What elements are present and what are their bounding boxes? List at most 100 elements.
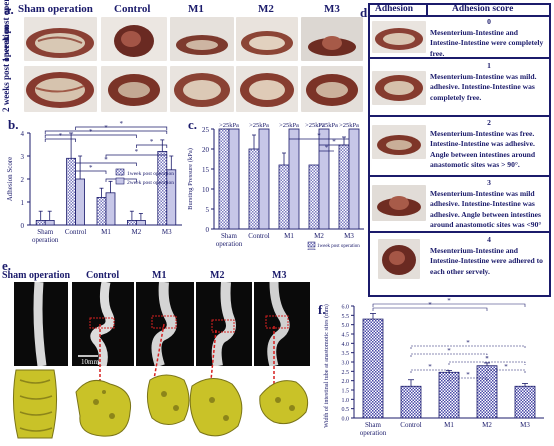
pb-sig-mark: * — [59, 132, 63, 140]
pf-ytick-label: 2.5 — [342, 370, 350, 376]
panel-a-col-control: Control — [114, 3, 151, 15]
pb-legend-label: 1week post operation — [127, 171, 174, 177]
pb-ytick-label: 4 — [21, 130, 25, 138]
table-photo-3 — [372, 185, 426, 221]
pf-ytick-label: 3.5 — [342, 351, 350, 357]
pc-bar-annotation: >25kPa — [305, 122, 325, 129]
pb-sig-mark: * — [104, 124, 108, 132]
xray-sham — [14, 282, 68, 366]
panel-a-col-sham: Sham operation — [18, 3, 93, 15]
pc-ytick-label: 15 — [202, 166, 210, 174]
table-photo-2 — [372, 125, 426, 159]
pc-y-label: Bursting Pressure (kPa) — [187, 148, 194, 210]
panel-c-chart: 0 5 10 15 20 25 Bursting Pressure (kPa) Shamope… — [187, 122, 364, 250]
pb-xtick-label: M3 — [162, 228, 172, 236]
photo-control-1week — [101, 17, 167, 61]
panel-a-col-m2: M2 — [258, 3, 274, 15]
pc-legend-swatch — [307, 241, 316, 248]
table-score-1: 1 — [487, 61, 491, 70]
pf-sig-mark: * — [447, 297, 451, 305]
pc-bar — [288, 128, 300, 230]
pb-sig-mark: * — [135, 148, 139, 156]
pc-ytick-label: 10 — [202, 186, 210, 194]
pf-sig-mark: * — [466, 371, 470, 379]
pc-bar — [338, 144, 350, 230]
pb-sig-mark: * — [119, 172, 123, 180]
pc-bar — [248, 148, 260, 230]
photo-sham-1week — [24, 17, 97, 61]
photo-sham-2weeks — [24, 66, 97, 112]
pb-legend-swatch — [115, 168, 125, 176]
pb-bar — [157, 151, 168, 226]
pb-bar — [66, 157, 76, 226]
pf-ytick-label: 0.0 — [342, 417, 350, 423]
panel-f-chart: 0.0 0.5 1.0 1.5 2.0 2.5 3.0 3.5 4.0 4.5 5.0 5.5 6.0 W… — [323, 297, 544, 437]
pc-sig-mark: * — [317, 132, 321, 140]
table-rows: 0 Mesenterium-Intestine and Intestine-In… — [368, 17, 551, 297]
pc-ytick-label: 20 — [202, 146, 210, 154]
pf-sig-mark: * — [447, 347, 451, 355]
pf-xtick-label: M1 — [444, 421, 454, 429]
pc-bar-annotation: >25kPa — [249, 122, 269, 129]
pc-bar — [278, 164, 290, 230]
table-row-1: 1 Mesenterium-Intestine was mild. adhesi… — [430, 61, 548, 103]
xray-m1 — [136, 282, 194, 366]
pf-xtick-label: M3 — [520, 421, 530, 429]
pf-bar — [514, 385, 536, 419]
panel-e-col-m1: M1 — [152, 270, 167, 281]
pf-ytick-label: 4.5 — [342, 333, 350, 339]
pb-sig-bracket — [75, 162, 137, 166]
xray-m3 — [254, 282, 310, 366]
pb-bar — [75, 178, 85, 226]
pb-ytick-label: 1 — [21, 199, 25, 207]
pf-ytick-label: 6.0 — [342, 305, 350, 311]
table-score-3: 3 — [487, 178, 491, 187]
pf-ytick-label: 1.0 — [342, 398, 350, 404]
pf-xtick-label: Control — [400, 421, 421, 429]
table-text-4: Mesenterium-Intestine and Intestine-Inte… — [430, 245, 543, 276]
table-header-row — [368, 3, 551, 17]
panel-e-letter: e. — [2, 258, 12, 273]
pc-bar-annotation: >25kPa — [219, 122, 239, 129]
photo-m3-2weeks — [301, 66, 363, 112]
pb-sig-bracket — [75, 126, 168, 130]
pf-sig-bracket — [410, 369, 450, 373]
table-score-4: 4 — [487, 235, 491, 244]
pb-sig-mark: * — [104, 156, 108, 164]
photo-m1-1week — [170, 17, 234, 61]
panel-a-col-m1: M1 — [188, 3, 204, 15]
pb-sig-mark: * — [150, 138, 154, 146]
pb-sig-bracket — [44, 138, 76, 142]
pc-xtick-label: M2 — [314, 232, 324, 240]
pb-ytick-label: 0 — [21, 222, 25, 230]
pc-bar — [218, 128, 230, 230]
pb-bar — [166, 169, 177, 226]
pc-bar — [318, 128, 330, 230]
pb-bar — [127, 220, 137, 226]
panel-a-col-m3: M3 — [324, 3, 340, 15]
pc-ytick-label: 0 — [206, 226, 210, 234]
photo-control-2weeks — [101, 66, 167, 112]
pc-sig-mark: * — [332, 138, 336, 146]
panel-f-letter: f. — [318, 302, 326, 317]
pf-sig-bracket — [448, 361, 526, 365]
pc-legend-label: 1week post operation — [317, 244, 360, 249]
pf-sig-mark: * — [485, 355, 489, 363]
photo-m2-2weeks — [236, 66, 298, 112]
pf-ytick-label: 0.5 — [342, 407, 350, 413]
model-control — [75, 379, 132, 437]
pc-ytick-label: 5 — [206, 206, 210, 214]
pb-xtick-label: operation — [32, 236, 59, 244]
pf-ytick-label: 4.0 — [342, 342, 350, 348]
panel-a-letter: a. — [4, 2, 14, 17]
pc-sig-mark: * — [325, 144, 329, 152]
table-row-2: 2 Mesenterium-Intestine was free. Intest… — [430, 118, 548, 171]
pf-sig-mark: * — [504, 363, 508, 371]
panel-e-col-control: Control — [86, 270, 120, 281]
pc-xtick-label: M3 — [344, 232, 354, 240]
pc-bar-annotation: >25kPa — [339, 122, 359, 129]
table-header-adhesion: Adhesion — [375, 4, 414, 14]
pb-bar — [96, 197, 107, 226]
model-sham — [12, 369, 58, 439]
